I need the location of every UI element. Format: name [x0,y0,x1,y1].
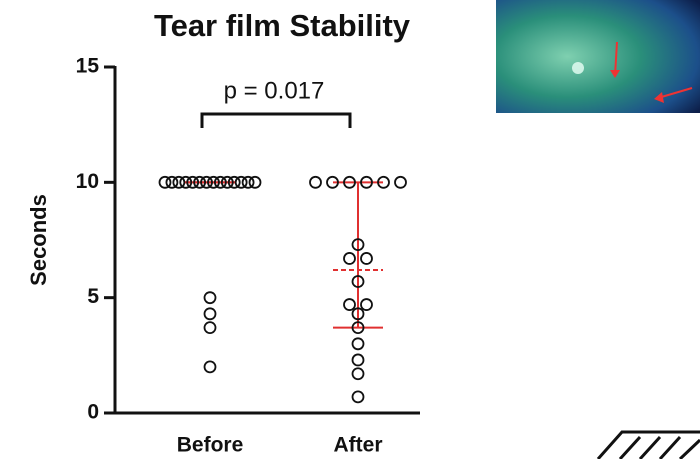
data-point [250,177,261,188]
y-tick-label: 0 [87,401,99,424]
x-tick-label: Before [177,434,244,457]
chart: Tear film Stability Seconds p = 0.017 0 5… [0,0,700,459]
data-point [205,322,216,333]
data-point [361,253,372,264]
y-tick-label: 10 [76,170,99,193]
data-point [344,299,355,310]
data-point [395,177,406,188]
data-point [344,253,355,264]
data-point [361,299,372,310]
data-point [353,368,364,379]
eye-photo [496,0,700,113]
logo [598,432,700,459]
x-tick-label: After [333,434,382,457]
data-point [205,361,216,372]
data-point [353,354,364,365]
data-point [310,177,321,188]
data-point [353,391,364,402]
chart-title: Tear film Stability [154,8,411,43]
data-point [205,308,216,319]
significance-bracket [202,114,350,128]
y-tick-label: 5 [87,285,99,308]
y-axis-label: Seconds [26,194,51,286]
p-value: p = 0.017 [224,77,325,104]
data-point [353,338,364,349]
data-point [205,292,216,303]
y-tick-label: 15 [76,55,100,78]
